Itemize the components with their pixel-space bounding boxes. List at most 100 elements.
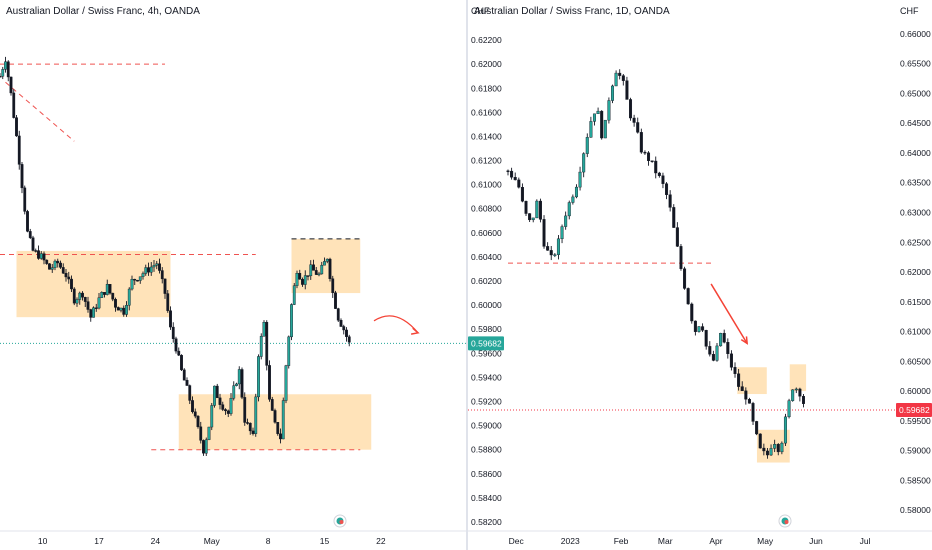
candle-body bbox=[48, 263, 51, 270]
candle-body bbox=[643, 151, 647, 154]
x-tick-label: 8 bbox=[266, 536, 271, 546]
candle-body bbox=[325, 258, 329, 262]
candle-body bbox=[127, 288, 131, 306]
candle-body bbox=[152, 265, 156, 268]
candle-body bbox=[747, 399, 751, 404]
candle-body bbox=[111, 292, 115, 300]
candle-body bbox=[246, 422, 249, 424]
candle-body bbox=[226, 410, 230, 414]
y-tick-label: 0.59600 bbox=[471, 348, 502, 358]
candle-body bbox=[232, 385, 236, 399]
candle-body bbox=[42, 253, 46, 261]
candle-body bbox=[693, 320, 697, 332]
y-tick-label: 0.61500 bbox=[900, 297, 931, 307]
candle-body bbox=[243, 397, 247, 423]
candle-body bbox=[625, 80, 629, 100]
pane-divider[interactable] bbox=[466, 0, 468, 550]
chart-pane-right[interactable]: CHF 0.62200 0.62000 0.61800 0.61600 0.61400 0.… bbox=[468, 0, 932, 550]
candle-body bbox=[100, 292, 104, 298]
candle-body bbox=[765, 450, 769, 456]
candle-body bbox=[215, 385, 219, 399]
candle-body bbox=[72, 288, 76, 304]
y-tick-label: 0.64500 bbox=[900, 118, 931, 128]
y-tick-label: 0.60200 bbox=[471, 276, 502, 286]
candle-body bbox=[314, 270, 318, 275]
x-tick-label: Dec bbox=[509, 536, 525, 546]
arrow-head bbox=[410, 327, 420, 335]
candle-body bbox=[791, 389, 795, 401]
candle-body bbox=[704, 330, 708, 347]
candle-body bbox=[564, 215, 568, 227]
candle-body bbox=[28, 231, 32, 238]
y-tick-label: 0.63000 bbox=[900, 207, 931, 217]
candle-body bbox=[339, 319, 343, 327]
candle-body bbox=[614, 72, 618, 87]
y-tick-label: 0.61000 bbox=[471, 180, 502, 190]
y-tick-label: 0.59800 bbox=[471, 324, 502, 334]
candle-body bbox=[160, 270, 164, 280]
candle-body bbox=[773, 444, 777, 449]
candle-body bbox=[210, 405, 214, 428]
chart-pane-left[interactable]: 10 17 24 May 8 15 22 Australian Dollar / Swiss… bbox=[0, 0, 466, 550]
candle-body bbox=[116, 307, 120, 311]
candle-body bbox=[193, 411, 197, 417]
chart-title: Australian Dollar / Swiss Franc, 4h, OAN… bbox=[6, 6, 200, 17]
candle-body bbox=[582, 153, 586, 173]
candle-body bbox=[20, 164, 24, 189]
candle-body bbox=[78, 292, 82, 300]
candle-body bbox=[342, 326, 346, 331]
candle-body bbox=[683, 268, 687, 289]
y-tick-label: 0.59000 bbox=[900, 446, 931, 456]
y-tick-label: 0.59000 bbox=[471, 421, 502, 431]
candle-body bbox=[26, 211, 29, 232]
candle-body bbox=[320, 264, 324, 275]
candle-body bbox=[715, 345, 719, 361]
x-tick-label: 10 bbox=[38, 536, 48, 546]
candle-body bbox=[4, 61, 7, 70]
candle-body bbox=[221, 404, 225, 410]
x-tick-label: May bbox=[204, 536, 221, 546]
y-tick-label: 0.59500 bbox=[900, 416, 931, 426]
chart-title: Australian Dollar / Swiss Franc, 1D, OAN… bbox=[474, 6, 670, 17]
candle-body bbox=[114, 298, 117, 308]
x-tick-label: 24 bbox=[151, 536, 161, 546]
candle-body bbox=[122, 307, 126, 315]
candle-body bbox=[174, 338, 178, 352]
candle-body bbox=[138, 276, 142, 281]
candle-body bbox=[268, 365, 271, 400]
candle-body bbox=[654, 160, 658, 174]
candle-body bbox=[237, 369, 241, 385]
current-price-tag bbox=[896, 403, 932, 418]
candle-body bbox=[535, 200, 539, 219]
candle-body bbox=[130, 278, 134, 290]
candle-body bbox=[262, 322, 266, 337]
candle-body bbox=[331, 278, 335, 293]
candle-body bbox=[578, 171, 582, 188]
y-tick-label: 0.62500 bbox=[900, 237, 931, 247]
candle-body bbox=[213, 385, 216, 406]
candle-body bbox=[301, 279, 304, 285]
candle-body bbox=[549, 250, 553, 256]
candle-body bbox=[618, 72, 622, 76]
candle-body bbox=[207, 426, 211, 440]
chart-1d[interactable]: CHF 0.62200 0.62000 0.61800 0.61600 0.61400 0.… bbox=[468, 0, 932, 550]
candle-body bbox=[141, 273, 145, 277]
chart-4h[interactable]: 10 17 24 May 8 15 22 bbox=[0, 0, 466, 550]
candle-body bbox=[668, 194, 672, 208]
y-tick-label: 0.58200 bbox=[471, 517, 502, 527]
y-tick-label: 0.61200 bbox=[471, 156, 502, 166]
y-tick-label: 0.59400 bbox=[471, 372, 502, 382]
y-tick-label: 0.58500 bbox=[900, 475, 931, 485]
candle-body bbox=[59, 262, 62, 268]
candle-body bbox=[125, 305, 128, 315]
forecast-arrow bbox=[710, 283, 748, 344]
candle-body bbox=[163, 278, 167, 294]
candle-body bbox=[690, 303, 694, 322]
candle-body bbox=[571, 196, 575, 203]
candle-body bbox=[574, 186, 578, 198]
candle-body bbox=[37, 250, 40, 259]
candle-body bbox=[144, 267, 148, 274]
candle-body bbox=[661, 175, 665, 184]
candle-body bbox=[309, 264, 313, 277]
candle-body bbox=[61, 267, 65, 274]
